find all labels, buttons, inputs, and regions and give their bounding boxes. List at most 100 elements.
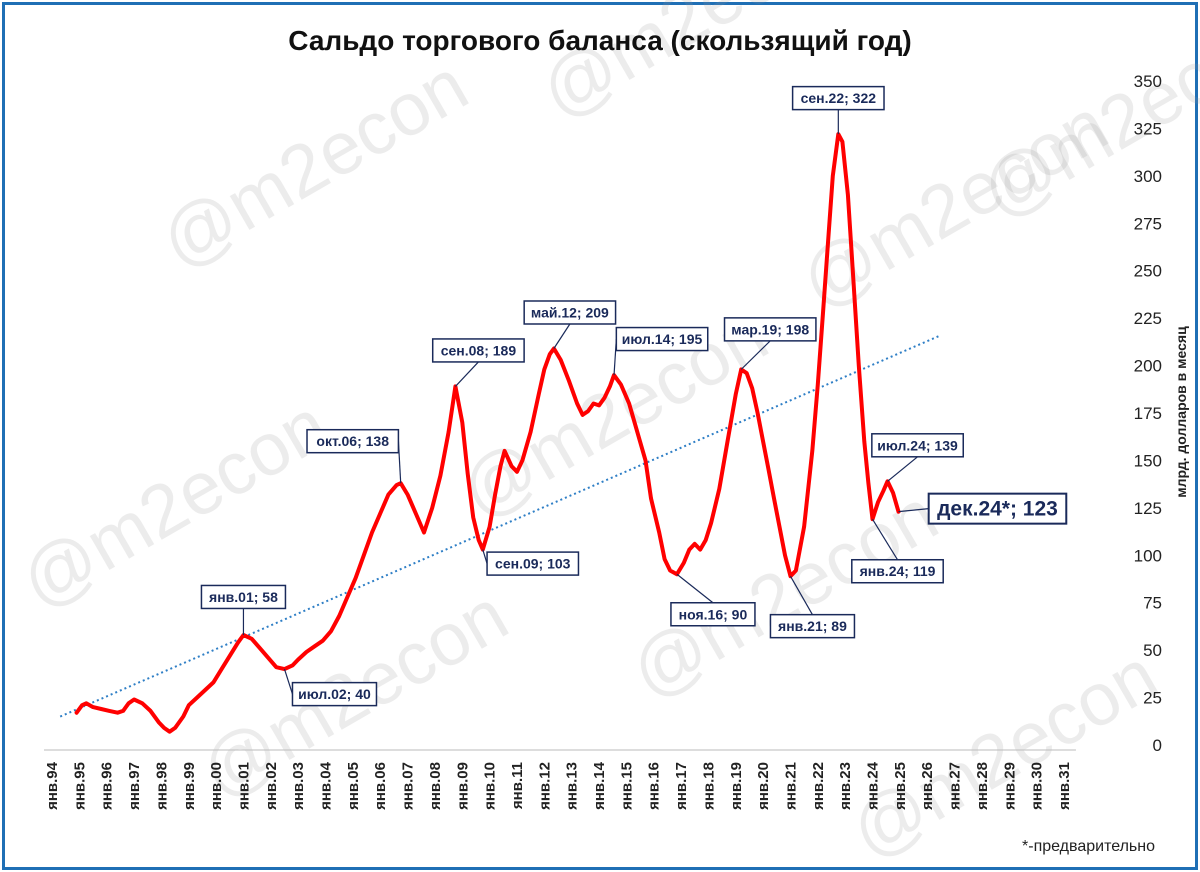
annotation-leader	[740, 340, 771, 370]
y-tick-label: 150	[1134, 451, 1162, 470]
x-tick-label: янв.01	[235, 762, 252, 810]
annotation-label: янв.01; 58	[209, 589, 278, 605]
annotation-label: май.12; 209	[531, 304, 609, 320]
watermark-text: @m2econ	[7, 383, 342, 624]
annotation-label: сен.22; 322	[801, 90, 877, 106]
annotation-label: мар.19; 198	[731, 321, 809, 337]
annotation-callout: май.12; 209	[523, 300, 617, 349]
y-tick-label: 250	[1134, 262, 1162, 281]
annotation-box	[723, 317, 817, 342]
y-tick-label: 300	[1134, 167, 1162, 186]
annotation-box	[769, 613, 856, 639]
x-tick-label: янв.08	[427, 762, 444, 810]
x-tick-label: янв.13	[564, 762, 581, 810]
x-tick-label: янв.18	[700, 762, 717, 810]
annotation-label: янв.24; 119	[860, 563, 936, 579]
annotation-callout: мар.19; 198	[723, 317, 817, 370]
y-tick-label: 100	[1134, 546, 1162, 565]
annotation-leader	[676, 573, 714, 604]
annotation-label: янв.21; 89	[778, 618, 847, 634]
x-tick-label: янв.07	[400, 762, 417, 810]
annotation-label: сен.08; 189	[441, 342, 517, 358]
x-tick-label: янв.21	[782, 762, 799, 810]
annotation-box	[851, 558, 944, 584]
y-tick-label: 175	[1134, 404, 1162, 423]
annotation-label: дек.24*; 123	[937, 498, 1058, 521]
annotation-callout: янв.21; 89	[769, 575, 856, 639]
x-axis: янв.94 янв.95 янв.96 янв.97 янв.98 янв.99 янв.…	[44, 761, 1073, 810]
x-tick-label: янв.24	[865, 761, 882, 810]
annotation-leader	[887, 456, 918, 482]
annotation-box	[871, 433, 964, 458]
annotation-callout: сен.09; 103	[482, 549, 580, 576]
x-tick-label: янв.98	[153, 762, 170, 810]
y-tick-label: 350	[1134, 72, 1162, 91]
annotation-box	[523, 300, 617, 325]
annotation-callout: окт.06; 138	[306, 428, 402, 484]
annotations: янв.01; 58 июл.02; 40 окт.06; 138 сен.08; 1…	[200, 85, 1068, 707]
annotation-leader	[553, 323, 571, 349]
annotation-leader	[283, 668, 294, 695]
x-tick-label: янв.10	[482, 762, 499, 810]
x-tick-label: янв.03	[290, 762, 307, 810]
x-tick-label: янв.16	[646, 762, 663, 810]
x-tick-label: янв.00	[208, 762, 225, 810]
x-tick-label: янв.97	[126, 762, 143, 810]
watermark-text: @m2econ	[147, 43, 482, 284]
annotation-callout: сен.08; 189	[431, 338, 525, 387]
annotation-callout: янв.01; 58	[200, 584, 287, 635]
annotation-callout: сен.22; 322	[791, 85, 885, 135]
x-tick-label: янв.26	[919, 762, 936, 810]
y-tick-label: 225	[1134, 309, 1162, 328]
y-tick-label: 275	[1134, 214, 1162, 233]
annotation-label: июл.24; 139	[877, 437, 958, 453]
watermark-text: @m2econ	[837, 633, 1172, 872]
y-tick-label: 325	[1134, 119, 1162, 138]
x-tick-label: янв.25	[892, 762, 909, 810]
x-tick-label: янв.19	[728, 762, 745, 810]
y-tick-label: 200	[1134, 357, 1162, 376]
x-tick-label: янв.12	[536, 762, 553, 810]
annotation-label: сен.09; 103	[495, 556, 571, 572]
annotation-box	[486, 551, 580, 576]
x-tick-label: янв.95	[71, 762, 88, 810]
annotation-label: ноя.16; 90	[679, 606, 748, 622]
x-tick-label: янв.28	[974, 762, 991, 810]
series-line	[74, 132, 901, 734]
annotation-leader	[871, 518, 899, 561]
x-tick-label: янв.23	[837, 762, 854, 810]
annotation-label: июл.14; 195	[622, 331, 703, 347]
x-tick-label: янв.04	[318, 761, 335, 810]
y-tick-label: 75	[1143, 594, 1162, 613]
x-tick-label: янв.96	[99, 762, 116, 810]
x-tick-label: янв.09	[454, 762, 471, 810]
x-tick-label: янв.14	[591, 761, 608, 810]
y-axis: 0 25 50 75 100 125 150 175 200 225 250 275 300 325 350	[1134, 72, 1162, 755]
annotation-label: июл.02; 40	[298, 686, 371, 702]
annotation-callout: дек.24*; 123	[898, 492, 1068, 525]
x-tick-label: янв.27	[947, 762, 964, 810]
x-tick-label: янв.17	[673, 762, 690, 810]
watermark-text: @m2econ	[527, 0, 862, 134]
watermark-layer: @m2econ@m2econ@m2econ @m2econ@m2econ@m2ec…	[7, 0, 1200, 872]
annotation-box	[431, 338, 525, 363]
y-tick-label: 25	[1143, 689, 1162, 708]
y-axis-label: млрд. долларов в месяц	[1173, 326, 1189, 498]
annotation-callout: июл.24; 139	[871, 433, 964, 482]
x-tick-label: янв.20	[755, 762, 772, 810]
watermark-text: @m2econ	[617, 473, 952, 714]
annotation-box	[291, 681, 378, 707]
x-tick-label: янв.31	[1056, 762, 1073, 810]
x-tick-label: янв.22	[810, 762, 827, 810]
y-tick-label: 125	[1134, 499, 1162, 518]
chart-title: Сальдо торгового баланса (скользящий год…	[288, 25, 911, 56]
annotation-callout: янв.24; 119	[851, 518, 944, 584]
annotation-leader	[789, 575, 813, 615]
annotation-box	[791, 85, 885, 111]
watermark-text: @m2econ	[967, 0, 1200, 234]
x-tick-label: янв.30	[1029, 762, 1046, 810]
annotation-leader	[898, 508, 929, 513]
annotation-box	[200, 584, 287, 610]
x-tick-label: янв.29	[1001, 762, 1018, 810]
